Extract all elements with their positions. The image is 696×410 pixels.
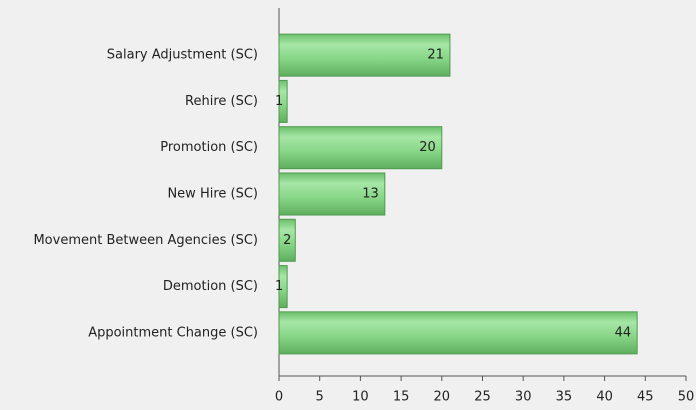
value-label: 1 — [275, 279, 283, 294]
bar — [278, 218, 296, 262]
x-tick-label: 0 — [275, 390, 283, 405]
y-tick-label: Demotion (SC) — [163, 279, 258, 294]
x-tick-label: 35 — [556, 390, 573, 405]
value-label: 21 — [427, 48, 444, 63]
x-tick-label: 10 — [352, 390, 369, 405]
y-tick-label: Rehire (SC) — [185, 94, 258, 109]
value-label: 44 — [615, 325, 632, 340]
bar — [278, 79, 288, 123]
value-label: 20 — [419, 140, 436, 155]
x-tick-label: 50 — [678, 390, 695, 405]
bar — [278, 126, 443, 170]
bar — [278, 311, 638, 355]
x-tick-label: 45 — [637, 390, 654, 405]
x-tick-label: 30 — [515, 390, 532, 405]
y-tick-label: Movement Between Agencies (SC) — [33, 233, 258, 248]
bar — [278, 33, 451, 77]
value-label: 1 — [275, 94, 283, 109]
y-tick-label: New Hire (SC) — [167, 187, 258, 202]
bar — [278, 172, 386, 216]
x-tick-label: 5 — [316, 390, 324, 405]
x-tick-label: 40 — [596, 390, 613, 405]
x-tick-label: 15 — [393, 390, 410, 405]
y-tick-label: Promotion (SC) — [160, 140, 258, 155]
y-tick-label: Appointment Change (SC) — [88, 325, 258, 340]
value-label: 13 — [362, 187, 379, 202]
x-tick-label: 25 — [474, 390, 491, 405]
bar — [278, 265, 288, 309]
value-label: 2 — [283, 233, 291, 248]
y-tick-label: Salary Adjustment (SC) — [107, 48, 258, 63]
x-tick-label: 20 — [434, 390, 451, 405]
